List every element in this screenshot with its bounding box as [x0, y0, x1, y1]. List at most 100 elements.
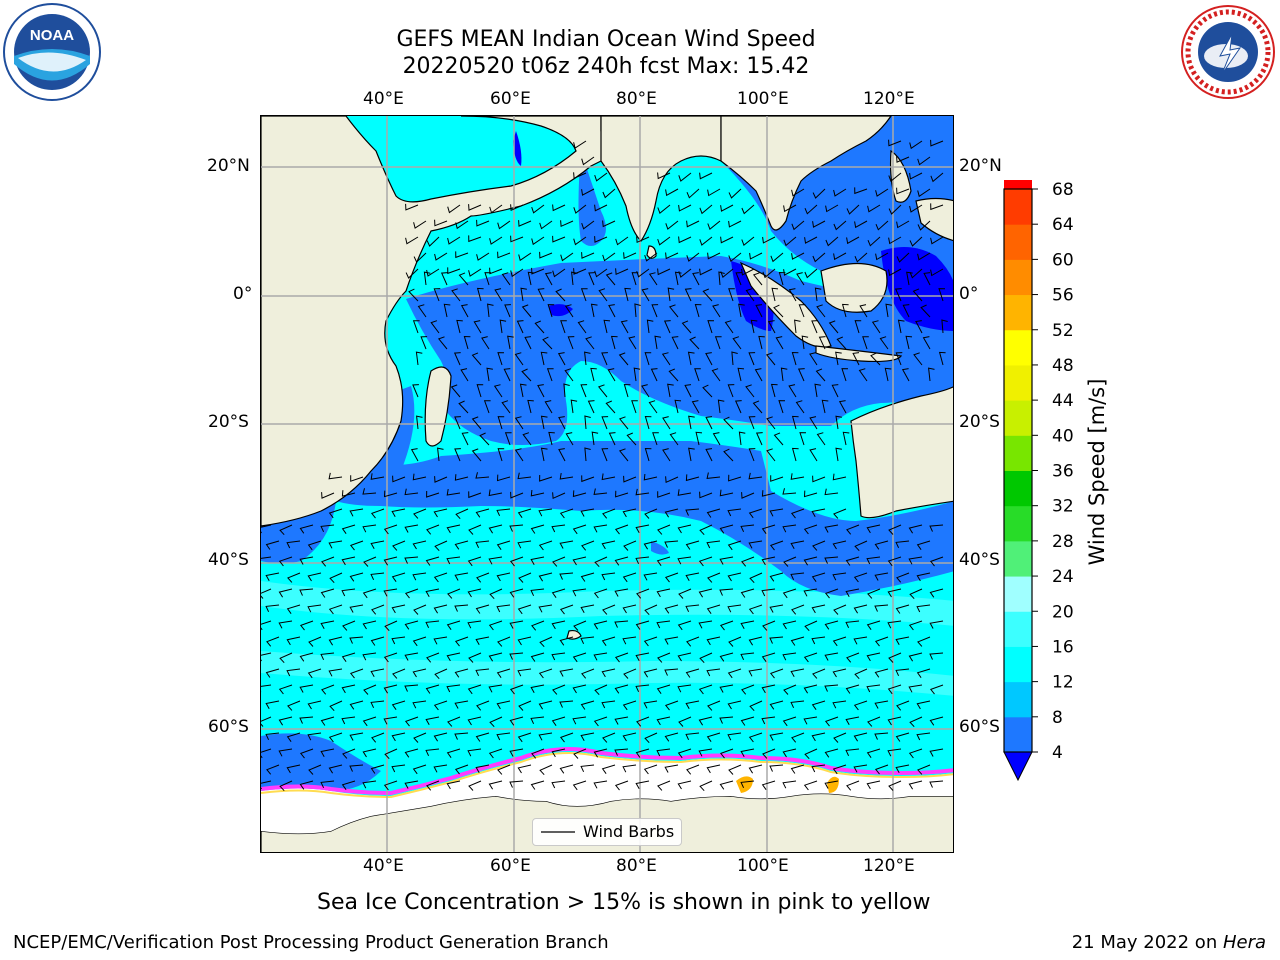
wind-barb	[678, 172, 692, 182]
colorbar-tick-label: 64	[1052, 215, 1074, 235]
wind-barb	[866, 652, 881, 662]
wind-barb	[434, 668, 448, 680]
wind-barb	[559, 732, 574, 743]
wind-barb	[740, 524, 755, 533]
wind-barb	[804, 748, 818, 760]
wind-barb	[727, 572, 742, 582]
wind-barb	[874, 700, 889, 709]
wind-barb	[608, 304, 616, 318]
lat-label-left-20n: 20°N	[207, 156, 250, 176]
wind-barb	[518, 220, 532, 227]
wind-barb	[728, 764, 742, 775]
colorbar-band	[1004, 189, 1032, 225]
wind-barb	[835, 351, 842, 366]
colorbar-label: Wind Speed [m/s]	[1085, 379, 1109, 566]
wind-barb	[727, 604, 742, 613]
wind-barb	[278, 748, 293, 757]
wind-barb	[719, 524, 734, 534]
wind-barb	[668, 368, 679, 382]
wind-barb	[552, 556, 566, 567]
wind-barb	[698, 716, 713, 726]
wind-barb	[475, 732, 490, 742]
wind-barb	[795, 400, 805, 414]
wind-barb	[908, 556, 923, 565]
wind-barb	[614, 652, 629, 663]
wind-barb	[517, 636, 532, 646]
wind-barb	[404, 652, 419, 661]
wind-barb	[392, 475, 406, 483]
wind-barb	[580, 764, 595, 773]
wind-barb	[727, 540, 742, 551]
wind-barb	[643, 700, 658, 709]
wind-barb	[816, 304, 826, 318]
wind-barb	[476, 219, 490, 227]
wind-barb	[475, 540, 490, 549]
wind-barb	[804, 268, 818, 279]
wind-barb	[741, 204, 755, 215]
wind-barb	[766, 416, 776, 430]
lon-label-bottom-80e: 80°E	[616, 856, 657, 876]
wind-barb	[593, 652, 608, 661]
wind-barb	[454, 604, 469, 612]
wind-barb	[350, 475, 364, 482]
wind-barb	[425, 588, 440, 597]
wind-barb	[923, 272, 931, 286]
wind-barb	[539, 251, 553, 259]
wind-barb	[870, 352, 881, 366]
wind-barb	[494, 288, 503, 302]
wind-barb	[370, 636, 385, 646]
wind-barb	[320, 780, 335, 789]
wind-barb	[623, 475, 637, 483]
wind-barb	[307, 700, 322, 710]
wind-barb	[824, 488, 839, 496]
wind-barb	[261, 716, 272, 727]
colorbar-tick-label: 28	[1052, 532, 1074, 552]
wind-barb	[527, 271, 535, 286]
wind-barb	[614, 716, 629, 725]
wind-barb	[531, 204, 545, 214]
wind-barb	[593, 780, 608, 789]
wind-barb	[635, 620, 650, 630]
wind-barb	[266, 636, 280, 647]
wind-barb	[794, 319, 801, 334]
wind-barb	[832, 700, 847, 709]
wind-barb	[727, 508, 742, 517]
wind-barb	[748, 604, 763, 615]
wind-barb	[531, 748, 545, 759]
wind-barb	[699, 236, 713, 246]
wind-barb	[788, 384, 797, 398]
wind-barb	[711, 368, 721, 382]
wind-barb	[665, 188, 679, 197]
wind-barb	[475, 508, 490, 518]
wind-barb	[833, 508, 847, 519]
wind-barb	[593, 588, 608, 599]
wind-barb	[791, 732, 805, 743]
wind-barb	[887, 620, 902, 629]
wind-barb	[707, 320, 715, 334]
wind-barb	[811, 572, 826, 582]
wind-barb	[454, 732, 469, 740]
wind-barb	[493, 384, 503, 398]
wind-barb	[593, 620, 608, 630]
wind-barb	[909, 140, 923, 150]
wind-barb	[349, 508, 364, 517]
wind-barb	[307, 604, 322, 613]
wind-barb	[748, 540, 763, 549]
wind-barb	[286, 732, 301, 742]
wind-barb	[618, 448, 629, 462]
wind-barb	[555, 288, 566, 302]
wind-barb	[824, 684, 839, 692]
wind-barb	[383, 588, 398, 597]
wind-barb	[783, 556, 797, 567]
wind-barb	[896, 252, 910, 263]
wind-barb	[509, 620, 524, 629]
wind-barb	[737, 367, 745, 382]
wind-barb	[279, 780, 293, 792]
wind-barb	[724, 320, 734, 334]
wind-barb	[450, 384, 461, 398]
wind-barb	[853, 700, 868, 711]
wind-barb	[329, 572, 343, 584]
wind-barb	[278, 620, 293, 629]
wind-barb	[341, 684, 356, 694]
wind-barb	[384, 748, 398, 760]
